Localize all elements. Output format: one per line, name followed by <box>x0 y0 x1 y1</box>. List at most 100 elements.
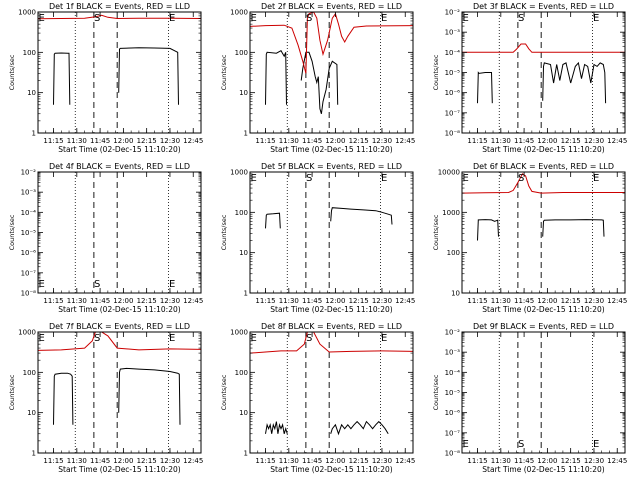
series-line-lld <box>462 43 625 53</box>
y-tick-label: 100 <box>235 369 248 377</box>
eclipse-marker: E <box>593 13 599 24</box>
eclipse-marker: E <box>463 173 469 184</box>
plot-frame <box>249 171 414 294</box>
chart-title: Det 1f BLACK = Events, RED = LLD <box>49 2 190 11</box>
chart-title: Det 3f BLACK = Events, RED = LLD <box>473 2 614 11</box>
x-tick-label: 12:30 <box>160 457 180 465</box>
x-tick-label: 11:30 <box>67 457 87 465</box>
series-line-events <box>477 71 493 104</box>
x-tick-label: 12:00 <box>325 457 345 465</box>
chart-title: Det 4f BLACK = Events, RED = LLD <box>49 162 190 171</box>
y-tick-label: 1000 <box>230 9 248 17</box>
y-tick-label: 10⁻⁶ <box>445 89 461 97</box>
series-line-events <box>330 207 393 225</box>
y-tick-label: 10⁻⁴ <box>445 369 461 377</box>
x-tick-label: 12:15 <box>561 137 581 145</box>
y-tick-label: 100 <box>235 49 248 57</box>
series-line-lld <box>250 12 413 74</box>
x-tick-label: 11:30 <box>491 137 511 145</box>
y-tick-label: 1000 <box>230 169 248 177</box>
x-tick-label: 11:15 <box>467 137 487 145</box>
x-tick-label: 12:00 <box>537 297 557 305</box>
y-axis-label: Counts/sec <box>432 374 440 410</box>
x-tick-label: 12:30 <box>160 297 180 305</box>
x-tick-label: 12:15 <box>137 137 157 145</box>
x-tick-label: 11:45 <box>90 137 110 145</box>
x-tick-label: 11:30 <box>491 457 511 465</box>
y-tick-label: 100 <box>447 249 460 257</box>
x-tick-label: 12:45 <box>395 297 415 305</box>
series-line-events <box>118 47 179 105</box>
x-tick-label: 12:45 <box>183 137 203 145</box>
y-tick-label: 10⁻⁸ <box>445 450 461 458</box>
x-axis-label: Start Time (02-Dec-15 11:10:20) <box>270 305 392 314</box>
y-tick-label: 1000 <box>18 329 36 337</box>
series-line-lld <box>462 173 625 194</box>
x-tick-label: 12:15 <box>137 457 157 465</box>
x-tick-label: 11:45 <box>302 297 322 305</box>
x-tick-label: 12:30 <box>372 457 392 465</box>
chart-title: Det 5f BLACK = Events, RED = LLD <box>261 162 402 171</box>
x-axis-label: Start Time (02-Dec-15 11:10:20) <box>482 465 604 474</box>
saa-marker: S <box>518 439 524 450</box>
series-line-events <box>542 219 605 237</box>
eclipse-marker: E <box>593 439 599 450</box>
y-tick-label: 10⁻⁶ <box>445 409 461 417</box>
chart-title: Det 8f BLACK = Events, RED = LLD <box>261 322 402 331</box>
eclipse-marker: E <box>251 173 257 184</box>
x-tick-label: 11:15 <box>255 297 275 305</box>
x-axis-label: Start Time (02-Dec-15 11:10:20) <box>58 145 180 154</box>
y-tick-label: 10⁻³ <box>445 29 461 37</box>
series-group <box>38 14 201 105</box>
x-tick-label: 12:30 <box>584 457 604 465</box>
eclipse-marker: E <box>463 13 469 24</box>
x-tick-label: 12:30 <box>160 137 180 145</box>
y-tick-label: 10⁻⁶ <box>21 249 37 257</box>
series-line-events <box>53 52 71 105</box>
x-tick-label: 12:00 <box>537 457 557 465</box>
x-tick-label: 11:45 <box>90 457 110 465</box>
chart-title: Det 9f BLACK = Events, RED = LLD <box>473 322 614 331</box>
series-line-events <box>330 420 389 436</box>
y-tick-label: 10⁻³ <box>21 189 37 197</box>
y-tick-label: 10⁻⁷ <box>445 109 461 117</box>
x-tick-label: 12:45 <box>607 297 627 305</box>
x-tick-label: 11:15 <box>255 137 275 145</box>
eclipse-marker: E <box>463 439 469 450</box>
saa-marker: S <box>518 173 524 184</box>
plot-frame <box>37 331 202 454</box>
x-tick-label: 12:15 <box>349 457 369 465</box>
eclipse-marker: E <box>381 13 387 24</box>
y-tick-label: 10⁻² <box>445 9 461 17</box>
plot-frame <box>249 11 414 134</box>
series-line-events <box>265 212 281 229</box>
y-axis-label: Counts/sec <box>8 374 16 410</box>
x-tick-label: 11:30 <box>279 457 299 465</box>
y-tick-label: 1 <box>32 450 36 458</box>
x-tick-label: 11:45 <box>90 297 110 305</box>
y-tick-label: 10 <box>451 290 460 298</box>
series-line-lld <box>250 332 413 354</box>
x-tick-label: 12:45 <box>395 137 415 145</box>
y-tick-label: 10 <box>27 409 36 417</box>
x-tick-label: 12:30 <box>584 297 604 305</box>
saa-marker: S <box>518 13 524 24</box>
y-axis-label: Counts/sec <box>8 214 16 250</box>
series-line-lld <box>38 14 201 20</box>
x-axis-label: Start Time (02-Dec-15 11:10:20) <box>270 465 392 474</box>
x-tick-label: 12:15 <box>349 137 369 145</box>
x-tick-label: 12:45 <box>183 297 203 305</box>
y-tick-label: 10⁻⁵ <box>21 229 37 237</box>
y-tick-label: 10⁻² <box>445 329 461 337</box>
x-tick-label: 12:30 <box>372 297 392 305</box>
plot-frame <box>249 331 414 454</box>
series-line-lld <box>38 332 201 351</box>
x-tick-label: 11:30 <box>67 137 87 145</box>
x-tick-label: 12:00 <box>537 137 557 145</box>
plot-frame <box>461 331 626 454</box>
series-group <box>250 332 413 436</box>
y-tick-label: 10⁻⁵ <box>445 69 461 77</box>
saa-marker: S <box>94 279 100 290</box>
x-tick-label: 11:45 <box>302 137 322 145</box>
